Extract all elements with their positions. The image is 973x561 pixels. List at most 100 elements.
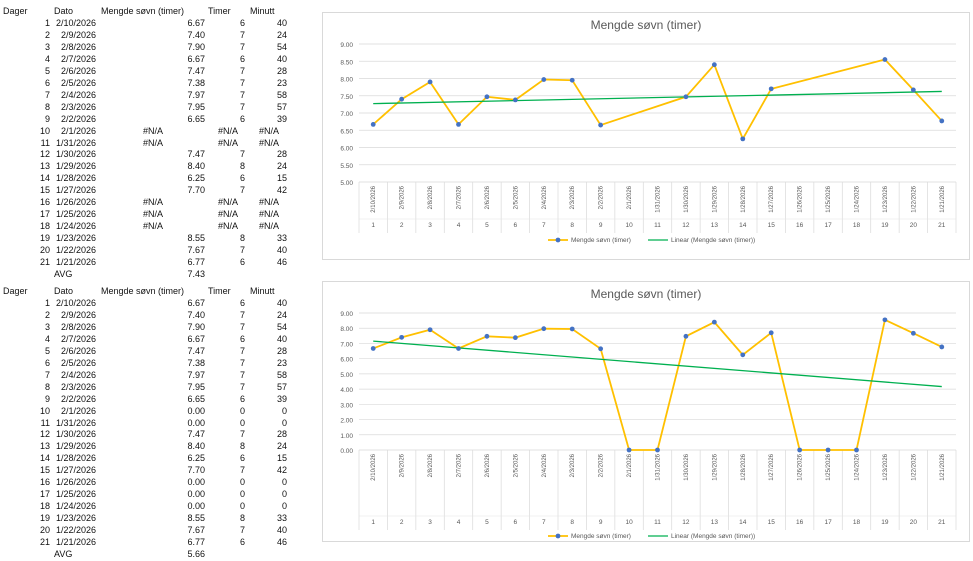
sleep-hours-cell[interactable]: 7.97	[187, 89, 205, 100]
day-cell[interactable]: 1	[44, 298, 50, 308]
data-point[interactable]	[882, 57, 888, 62]
date-cell[interactable]: 1/25/2026	[55, 209, 96, 220]
hours-cell[interactable]: 6	[239, 257, 245, 267]
minutes-cell[interactable]: 57	[276, 381, 287, 392]
day-cell[interactable]: 1	[44, 18, 50, 28]
sleep-hours-cell[interactable]: 8.40	[187, 161, 205, 172]
data-point[interactable]	[683, 333, 689, 339]
minutes-cell[interactable]: 15	[276, 173, 287, 184]
date-cell[interactable]: 2/7/2026	[60, 53, 96, 64]
sleep-hours-cell[interactable]: 7.40	[187, 29, 205, 40]
data-point[interactable]	[569, 77, 575, 83]
day-cell[interactable]: 14	[39, 453, 50, 464]
data-point[interactable]	[740, 136, 746, 142]
day-cell[interactable]: 10	[39, 405, 50, 416]
date-cell[interactable]: 1/27/2026	[55, 185, 96, 196]
hours-cell[interactable]: 7	[239, 149, 245, 160]
minutes-cell[interactable]: 40	[276, 525, 287, 536]
date-cell[interactable]: 2/4/2026	[60, 369, 96, 380]
data-point[interactable]	[740, 352, 746, 358]
sleep-hours-cell[interactable]: #N/A	[143, 197, 164, 208]
hours-cell[interactable]: 7	[239, 321, 245, 332]
day-cell[interactable]: 16	[39, 477, 50, 488]
hours-cell[interactable]: 6	[239, 393, 245, 404]
hours-cell[interactable]: 6	[239, 173, 245, 184]
day-cell[interactable]: 18	[39, 221, 50, 232]
hours-cell[interactable]: 6	[239, 333, 245, 344]
day-cell[interactable]: 3	[44, 321, 50, 332]
day-cell[interactable]: 21	[39, 537, 50, 547]
day-cell[interactable]: 13	[39, 441, 50, 452]
date-cell[interactable]: 1/22/2026	[55, 245, 96, 256]
sleep-hours-cell[interactable]: 6.67	[187, 18, 205, 28]
hours-cell[interactable]: 7	[239, 101, 245, 112]
date-cell[interactable]: 1/29/2026	[55, 441, 96, 452]
date-cell[interactable]: 1/26/2026	[55, 197, 96, 208]
data-point[interactable]	[683, 94, 689, 100]
day-cell[interactable]: 11	[40, 137, 50, 148]
data-point[interactable]	[370, 346, 376, 351]
date-cell[interactable]: 1/22/2026	[55, 525, 96, 536]
hours-cell[interactable]: 7	[239, 65, 245, 76]
sleep-hours-cell[interactable]: 7.97	[187, 369, 205, 380]
hours-cell[interactable]: 7	[239, 309, 245, 320]
sleep-hours-cell[interactable]: 6.65	[187, 113, 205, 124]
data-point[interactable]	[541, 326, 547, 332]
minutes-cell[interactable]: 33	[276, 233, 287, 244]
hours-cell[interactable]: 0	[239, 405, 245, 416]
data-point[interactable]	[541, 77, 547, 82]
day-cell[interactable]: 20	[39, 245, 50, 256]
data-point[interactable]	[512, 97, 518, 103]
sleep-hours-cell[interactable]: 8.55	[187, 233, 205, 244]
day-cell[interactable]: 20	[39, 525, 50, 536]
hours-cell[interactable]: #N/A	[218, 209, 239, 220]
chart-sleep-na[interactable]: Mengde søvn (timer) 5.00 5.50 6.00 6.50 7.00 7…	[322, 12, 970, 260]
minutes-cell[interactable]: 54	[276, 321, 287, 332]
day-cell[interactable]: 13	[39, 161, 50, 172]
hours-cell[interactable]: 6	[239, 453, 245, 464]
hours-cell[interactable]: 7	[239, 89, 245, 100]
minutes-cell[interactable]: 39	[276, 113, 287, 124]
data-point[interactable]	[854, 447, 859, 453]
data-point[interactable]	[456, 346, 461, 351]
minutes-cell[interactable]: 46	[276, 257, 287, 267]
date-cell[interactable]: 2/1/2026	[60, 405, 96, 416]
sleep-hours-cell[interactable]: 0.00	[187, 417, 205, 428]
sleep-hours-cell[interactable]: #N/A	[143, 137, 164, 148]
date-cell[interactable]: 2/1/2026	[60, 125, 96, 136]
sleep-hours-cell[interactable]: #N/A	[143, 209, 164, 220]
sleep-hours-cell[interactable]: 6.25	[187, 453, 205, 464]
date-cell[interactable]: 1/23/2026	[55, 233, 96, 244]
sleep-hours-cell[interactable]: 6.67	[187, 53, 205, 64]
data-point[interactable]	[825, 447, 831, 453]
date-cell[interactable]: 2/5/2026	[60, 357, 96, 368]
minutes-cell[interactable]: 24	[276, 161, 287, 172]
data-point[interactable]	[626, 447, 632, 453]
data-point[interactable]	[910, 87, 916, 93]
date-cell[interactable]: 2/10/2026	[55, 18, 96, 28]
date-cell[interactable]: 1/31/2026	[55, 137, 96, 148]
date-cell[interactable]: 1/30/2026	[55, 149, 96, 160]
hours-cell[interactable]: 7	[239, 465, 245, 476]
sleep-hours-cell[interactable]: 7.95	[187, 381, 205, 392]
day-cell[interactable]: 5	[44, 345, 50, 356]
sleep-hours-cell[interactable]: 8.40	[187, 441, 205, 452]
date-cell[interactable]: 2/10/2026	[55, 298, 96, 308]
minutes-cell[interactable]: 46	[276, 537, 287, 547]
hours-cell[interactable]: 7	[239, 429, 245, 440]
data-point[interactable]	[882, 317, 888, 323]
hours-cell[interactable]: 7	[239, 357, 245, 368]
minutes-cell[interactable]: 40	[276, 245, 287, 256]
data-point[interactable]	[370, 121, 376, 127]
sleep-hours-cell[interactable]: #N/A	[143, 221, 164, 232]
minutes-cell[interactable]: 40	[276, 18, 287, 28]
minutes-cell[interactable]: 0	[281, 477, 287, 488]
data-point[interactable]	[512, 335, 518, 341]
sleep-hours-cell[interactable]: 0.00	[187, 501, 205, 512]
date-cell[interactable]: 2/5/2026	[60, 77, 96, 88]
sleep-hours-cell[interactable]: 0.00	[187, 489, 205, 500]
date-cell[interactable]: 1/27/2026	[55, 465, 96, 476]
sleep-hours-cell[interactable]: 7.38	[187, 357, 205, 368]
date-cell[interactable]: 2/9/2026	[60, 309, 96, 320]
day-cell[interactable]: 8	[44, 101, 50, 112]
